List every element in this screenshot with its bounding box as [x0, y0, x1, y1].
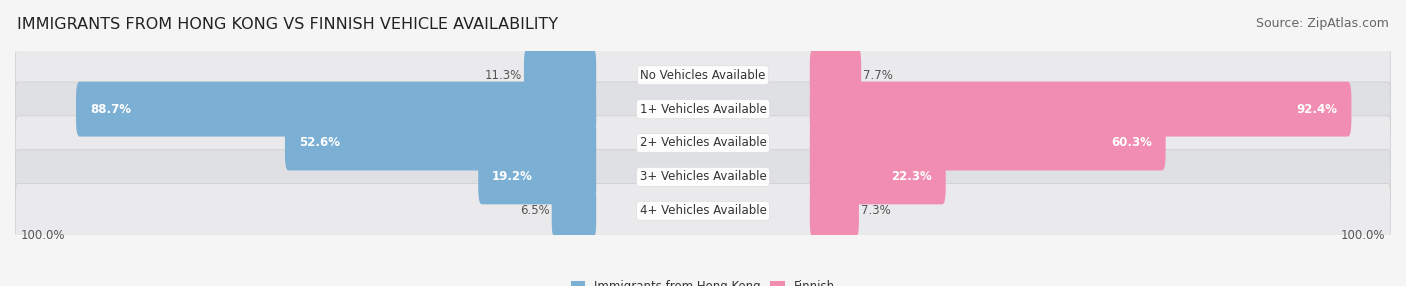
- Text: 11.3%: 11.3%: [485, 69, 522, 82]
- FancyBboxPatch shape: [15, 48, 1391, 102]
- FancyBboxPatch shape: [810, 82, 1351, 136]
- FancyBboxPatch shape: [810, 150, 946, 204]
- Legend: Immigrants from Hong Kong, Finnish: Immigrants from Hong Kong, Finnish: [571, 280, 835, 286]
- Text: IMMIGRANTS FROM HONG KONG VS FINNISH VEHICLE AVAILABILITY: IMMIGRANTS FROM HONG KONG VS FINNISH VEH…: [17, 17, 558, 32]
- FancyBboxPatch shape: [15, 184, 1391, 238]
- Text: 2+ Vehicles Available: 2+ Vehicles Available: [640, 136, 766, 150]
- Text: 92.4%: 92.4%: [1296, 103, 1337, 116]
- FancyBboxPatch shape: [76, 82, 596, 136]
- Text: 4+ Vehicles Available: 4+ Vehicles Available: [640, 204, 766, 217]
- Text: 3+ Vehicles Available: 3+ Vehicles Available: [640, 170, 766, 183]
- Text: 60.3%: 60.3%: [1111, 136, 1152, 150]
- FancyBboxPatch shape: [15, 150, 1391, 204]
- FancyBboxPatch shape: [478, 150, 596, 204]
- Text: Source: ZipAtlas.com: Source: ZipAtlas.com: [1256, 17, 1389, 30]
- FancyBboxPatch shape: [524, 48, 596, 103]
- Text: 52.6%: 52.6%: [298, 136, 340, 150]
- FancyBboxPatch shape: [810, 183, 859, 238]
- Text: 6.5%: 6.5%: [520, 204, 550, 217]
- Text: 1+ Vehicles Available: 1+ Vehicles Available: [640, 103, 766, 116]
- Text: 22.3%: 22.3%: [891, 170, 932, 183]
- FancyBboxPatch shape: [285, 116, 596, 170]
- Text: 7.3%: 7.3%: [860, 204, 891, 217]
- Text: No Vehicles Available: No Vehicles Available: [640, 69, 766, 82]
- Text: 19.2%: 19.2%: [492, 170, 533, 183]
- FancyBboxPatch shape: [810, 48, 862, 103]
- Text: 7.7%: 7.7%: [863, 69, 893, 82]
- Text: 88.7%: 88.7%: [90, 103, 131, 116]
- FancyBboxPatch shape: [810, 116, 1166, 170]
- FancyBboxPatch shape: [15, 82, 1391, 136]
- Text: 100.0%: 100.0%: [21, 229, 66, 242]
- FancyBboxPatch shape: [15, 116, 1391, 170]
- Text: 100.0%: 100.0%: [1340, 229, 1385, 242]
- FancyBboxPatch shape: [551, 183, 596, 238]
